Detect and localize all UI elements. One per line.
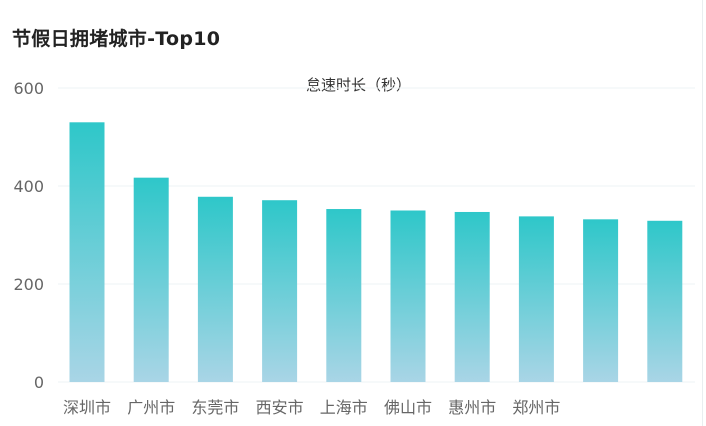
x-tick-label: 深圳市 (63, 398, 111, 417)
bar[interactable] (647, 220, 683, 382)
panel-divider (702, 0, 703, 426)
x-tick-label: 东莞市 (191, 398, 239, 417)
x-tick-label: 佛山市 (384, 398, 432, 417)
bar[interactable] (133, 177, 169, 382)
bar[interactable] (326, 209, 362, 382)
bar[interactable] (69, 122, 105, 383)
bar[interactable] (390, 210, 426, 383)
bar[interactable] (197, 196, 233, 382)
x-tick-label: 广州市 (127, 398, 175, 417)
legend-label: 怠速时长（秒） (300, 74, 418, 95)
bars (69, 122, 683, 383)
x-axis: 深圳市 广州市 东莞市 西安市 上海市 佛山市 惠州市 郑州市 (63, 398, 560, 417)
x-tick-label: 郑州市 (512, 398, 560, 417)
y-axis: 0 200 400 600 (13, 79, 44, 392)
bar[interactable] (518, 216, 554, 382)
bar[interactable] (262, 200, 298, 382)
x-tick-label: 西安市 (256, 398, 304, 417)
y-tick-label: 200 (13, 275, 44, 294)
x-tick-label: 惠州市 (448, 398, 496, 417)
bar[interactable] (583, 219, 619, 382)
x-tick-label: 上海市 (320, 398, 368, 417)
y-tick-label: 0 (34, 373, 44, 392)
y-tick-label: 600 (13, 79, 44, 98)
chart-title: 节假日拥堵城市-Top10 (12, 28, 221, 50)
bar[interactable] (454, 211, 490, 382)
y-tick-label: 400 (13, 177, 44, 196)
